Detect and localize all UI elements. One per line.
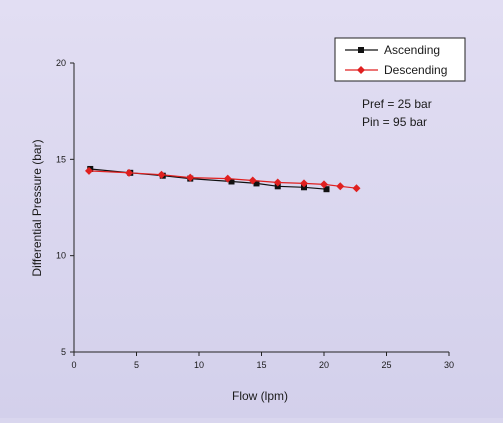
x-tick-label: 25 xyxy=(381,360,391,370)
data-point-descending xyxy=(320,180,328,189)
y-tick-label: 15 xyxy=(56,154,66,164)
data-point-descending xyxy=(248,176,257,185)
data-point-descending xyxy=(85,166,93,175)
x-tick-label: 5 xyxy=(134,360,139,370)
x-tick-label: 30 xyxy=(444,360,454,370)
legend-marker-ascending xyxy=(358,47,364,53)
data-point-ascending xyxy=(228,178,235,185)
data-point-descending xyxy=(125,168,133,177)
y-tick-label: 5 xyxy=(61,347,66,357)
x-tick-label: 20 xyxy=(319,360,329,370)
y-ticks: 5 10 15 20 xyxy=(56,58,74,357)
annotation-pin: Pin = 95 bar xyxy=(362,115,427,129)
data-point-descending xyxy=(300,179,308,188)
series-layer xyxy=(85,165,361,193)
data-point-ascending xyxy=(253,180,260,187)
data-point-descending xyxy=(186,173,195,182)
legend: Ascending Descending xyxy=(334,37,466,82)
x-tick-label: 0 xyxy=(71,360,76,370)
x-tick-label: 10 xyxy=(194,360,204,370)
y-axis-label: Differential Pressure (bar) xyxy=(30,139,44,276)
legend-marker-descending xyxy=(357,66,365,74)
data-point-ascending xyxy=(323,186,330,193)
annotation-pref: Pref = 25 bar xyxy=(362,97,432,111)
data-point-descending xyxy=(157,170,166,179)
y-tick-label: 10 xyxy=(56,251,66,261)
data-point-descending xyxy=(273,178,282,187)
legend-label-descending: Descending xyxy=(384,63,447,77)
y-tick-label: 20 xyxy=(56,58,66,68)
x-axis-label: Flow (lpm) xyxy=(232,389,288,403)
data-point-descending xyxy=(352,184,361,193)
x-ticks: 0 5 10 15 20 25 30 xyxy=(71,352,454,370)
series-line-ascending xyxy=(90,168,327,190)
x-tick-label: 15 xyxy=(256,360,266,370)
data-point-descending xyxy=(223,174,232,183)
data-point-descending xyxy=(336,182,345,191)
legend-label-ascending: Ascending xyxy=(384,43,440,57)
legend-box xyxy=(334,37,466,82)
